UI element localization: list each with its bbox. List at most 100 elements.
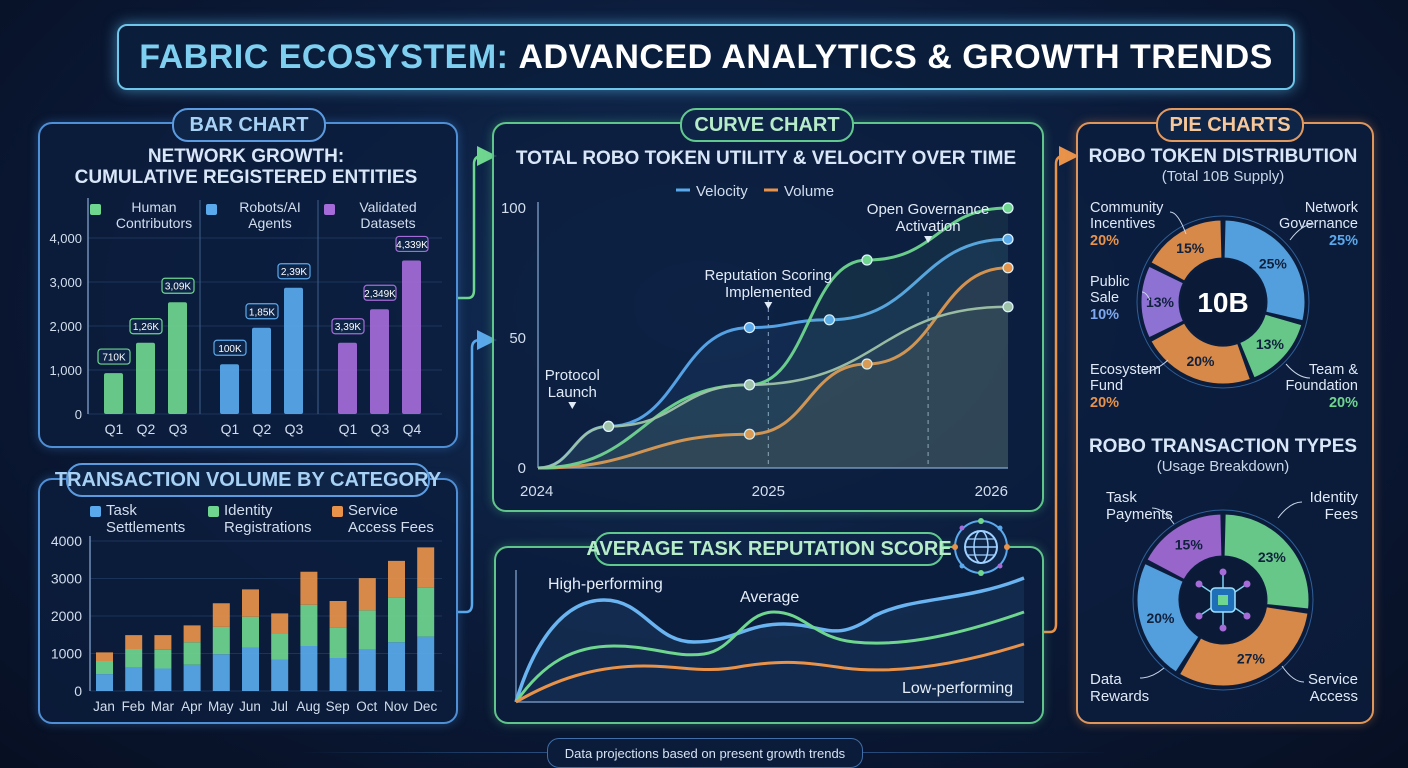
data-label-box xyxy=(161,277,195,294)
slice-percent: 10% xyxy=(1090,307,1119,323)
reputation-chart: High-performing Average Low-performing xyxy=(514,570,1025,704)
y-tick-label: 0 xyxy=(518,460,526,477)
series-area xyxy=(538,208,1008,468)
pie2-subtitle: (Usage Breakdown) xyxy=(1156,458,1290,475)
legend-label: Identity Registrations xyxy=(224,502,312,536)
data-label: 2,39K xyxy=(281,267,307,278)
pie-slice xyxy=(1140,265,1185,339)
low-performing-line xyxy=(515,642,1025,704)
pie-charts-pill: PIE CHARTS xyxy=(1156,108,1304,142)
x-tick-label: Q3 xyxy=(285,421,304,437)
stacked-bar-segment xyxy=(358,649,376,691)
high-performing-label: High-performing xyxy=(548,576,663,593)
reputation-pill: AVERAGE TASK REPUTATION SCORE xyxy=(586,532,952,566)
data-label-box xyxy=(245,303,279,320)
bar-chart: 0 1,000 2,000 3,000 4,000 Human Contributors 71… xyxy=(49,198,442,437)
y-tick-label: 4,000 xyxy=(49,231,82,246)
x-tick-label: Jul xyxy=(271,699,288,714)
bar xyxy=(402,260,421,414)
pie-center-label: 10B xyxy=(1197,287,1248,318)
series-line xyxy=(537,266,1009,470)
curve-chart: Velocity Volume 0 50 100 2024 2025 2026 Protocol… xyxy=(501,183,1014,500)
x-tick-label: Dec xyxy=(413,699,437,714)
slice-label: Task Payments xyxy=(1106,489,1173,523)
slice-value: 23% xyxy=(1258,549,1287,565)
pie-slice xyxy=(1239,313,1303,379)
pie-slice xyxy=(1136,562,1200,673)
bar xyxy=(370,309,389,414)
hub-core-inner xyxy=(1218,595,1228,605)
pie-slice xyxy=(1150,219,1223,282)
x-tick-label: Feb xyxy=(122,699,145,714)
x-tick-label: Nov xyxy=(384,699,408,714)
y-tick-label: 50 xyxy=(509,330,526,347)
y-tick-label: 0 xyxy=(74,683,82,699)
hub-node xyxy=(1243,612,1251,620)
network-hub-icon xyxy=(1195,568,1251,632)
stacked-bar-segment xyxy=(125,667,143,691)
series-line xyxy=(537,305,1009,470)
x-tick-label: Apr xyxy=(181,699,203,714)
annotation-label: Open Governance Activation xyxy=(867,201,990,235)
stacked-bar-segment xyxy=(417,636,435,691)
stacked-bar-segment xyxy=(96,661,113,675)
curve-chart-title: TOTAL ROBO TOKEN UTILITY & VELOCITY OVER… xyxy=(515,148,1017,169)
series-point xyxy=(823,314,835,326)
x-tick-label: Q2 xyxy=(253,421,272,437)
x-tick-label: Sep xyxy=(326,699,350,714)
stacked-bar-segment xyxy=(300,571,318,605)
legend-swatch xyxy=(90,204,101,215)
slice-percent: 20% xyxy=(1090,395,1119,411)
pie1-title: ROBO TOKEN DISTRIBUTION xyxy=(1088,146,1358,167)
y-tick-label: 100 xyxy=(501,200,526,217)
stacked-bar-segment xyxy=(417,547,435,588)
page-title: FABRIC ECOSYSTEM: ADVANCED ANALYTICS & G… xyxy=(117,24,1295,90)
bar-chart-pill: BAR CHART xyxy=(172,108,326,142)
x-tick-label: Mar xyxy=(151,699,175,714)
title-part2: ADVANCED ANALYTICS & GROWTH TRENDS xyxy=(518,37,1273,76)
data-label: 2,349K xyxy=(364,289,396,300)
data-label: 710K xyxy=(102,353,126,364)
stacked-bar-chart: Task Settlements Identity Registrations Serv… xyxy=(51,502,442,714)
y-tick-label: 2,000 xyxy=(49,319,82,334)
stacked-bar-segment xyxy=(183,625,201,643)
hub-node xyxy=(1195,580,1203,588)
stacked-bar-segment xyxy=(388,597,405,643)
data-label: 1,26K xyxy=(133,322,159,333)
slice-label: Network Governance xyxy=(1279,200,1359,232)
legend-label: Task Settlements xyxy=(106,502,185,536)
x-tick-label: Jan xyxy=(93,699,115,714)
legend-label: Human Contributors xyxy=(116,199,192,231)
bar xyxy=(220,364,239,414)
data-label: 3,09K xyxy=(165,282,191,293)
series-point xyxy=(1002,301,1014,313)
stacked-bar-segment xyxy=(329,658,347,691)
legend-label: Volume xyxy=(784,183,834,200)
data-label: 4,339K xyxy=(396,240,428,251)
x-tick-label: 2026 xyxy=(975,483,1008,500)
average-line xyxy=(514,610,1025,703)
average-label: Average xyxy=(740,589,799,606)
y-tick-label: 0 xyxy=(75,407,82,422)
x-tick-label: Q1 xyxy=(221,421,240,437)
pie2-title: ROBO TRANSACTION TYPES xyxy=(1088,436,1358,457)
slice-label: Ecosystem Fund xyxy=(1090,362,1161,394)
y-tick-label: 3000 xyxy=(51,571,82,587)
leader-line xyxy=(1139,667,1165,679)
data-label-box xyxy=(129,318,163,335)
x-tick-label: May xyxy=(208,699,234,714)
stacked-bar-segment xyxy=(329,601,347,628)
leader-line xyxy=(1277,501,1303,519)
stacked-bar-segment xyxy=(271,634,289,660)
pie-center xyxy=(1181,260,1265,344)
transaction-types-pie: 23% 27% 20% 15% Identity Fees Service Access Dat… xyxy=(1090,489,1358,705)
data-label: 100K xyxy=(218,344,242,355)
series-point xyxy=(743,322,756,334)
slice-label: Community Incentives xyxy=(1090,200,1164,232)
data-label-box xyxy=(213,339,247,356)
x-tick-label: Q3 xyxy=(371,421,390,437)
data-label-box xyxy=(277,263,311,280)
slice-label: Service Access xyxy=(1308,671,1358,705)
pie-slice xyxy=(1150,322,1252,385)
